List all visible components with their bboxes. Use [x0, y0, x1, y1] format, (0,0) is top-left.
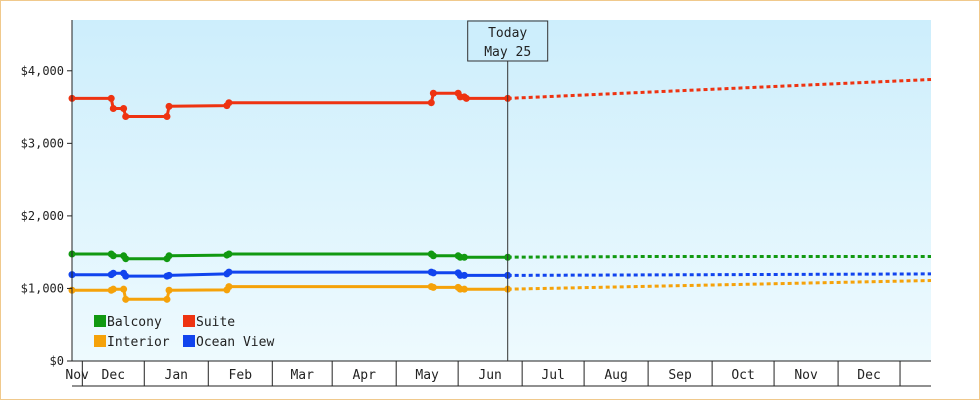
month-label: Nov [794, 368, 818, 383]
series-layer [68, 78, 932, 303]
data-point [122, 272, 130, 280]
legend-swatch [183, 335, 195, 347]
plot-background [72, 20, 931, 361]
forecast-line [507, 78, 932, 100]
data-point [427, 99, 435, 107]
data-point [120, 285, 128, 293]
y-tick-label: $1,000 [21, 281, 64, 295]
month-label: Oct [731, 368, 754, 383]
legend-label: Ocean View [196, 335, 274, 350]
y-tick-label: $3,000 [21, 136, 64, 150]
axes-layer: $0 $1,000 $2,000 $3,000 $4,000 Nov Dec Jan Feb Ma… [21, 20, 931, 387]
legend-swatch [94, 335, 106, 347]
month-label: Jul [541, 368, 564, 383]
data-point [429, 252, 437, 260]
series-balcony [68, 250, 931, 263]
data-point [109, 269, 117, 277]
today-date: May 25 [484, 45, 531, 60]
month-label: Jan [165, 368, 188, 383]
data-point [165, 102, 173, 110]
today-marker: Today May 25 [467, 20, 549, 361]
forecast-line [507, 279, 932, 291]
data-point [429, 269, 437, 277]
legend: Balcony Suite Interior Ocean View [94, 315, 274, 350]
month-label: Mar [290, 368, 314, 383]
month-label: Dec [857, 368, 880, 383]
data-point [107, 94, 115, 102]
data-point [165, 252, 173, 260]
data-point [163, 112, 171, 120]
data-point [165, 286, 173, 294]
month-label: Feb [229, 368, 253, 383]
month-label: Aug [604, 368, 627, 383]
legend-swatch [183, 315, 195, 327]
data-point [122, 255, 130, 263]
data-point [225, 99, 233, 107]
data-point [109, 285, 117, 293]
y-tick-label: $2,000 [21, 209, 64, 223]
data-point [120, 105, 128, 113]
data-point [109, 252, 117, 260]
y-tick-label: $0 [50, 354, 64, 368]
data-point [460, 271, 468, 279]
data-point [460, 285, 468, 293]
data-point [163, 295, 171, 303]
today-label: Today [488, 26, 527, 41]
month-label: Apr [352, 368, 376, 383]
forecast-line [507, 255, 931, 259]
data-point [462, 94, 470, 102]
series-interior [68, 279, 932, 303]
month-label: May [415, 368, 439, 383]
y-tick-label: $4,000 [21, 64, 64, 78]
month-label: Nov [65, 368, 89, 383]
legend-label: Balcony [107, 315, 162, 330]
data-point [429, 89, 437, 97]
data-point [109, 105, 117, 113]
series-suite [68, 78, 932, 120]
month-label: Jun [478, 368, 501, 383]
data-point [460, 253, 468, 261]
data-point [225, 250, 233, 258]
legend-swatch [94, 315, 106, 327]
data-point [122, 112, 130, 120]
data-point [225, 268, 233, 276]
today-box [467, 20, 549, 62]
month-label: Dec [102, 368, 125, 383]
data-point [165, 271, 173, 279]
legend-label: Suite [196, 315, 235, 330]
legend-label: Interior [107, 335, 170, 350]
month-label: Sep [668, 368, 692, 383]
forecast-line [507, 272, 932, 277]
data-point [122, 295, 130, 303]
data-point [225, 283, 233, 291]
data-point [429, 283, 437, 291]
